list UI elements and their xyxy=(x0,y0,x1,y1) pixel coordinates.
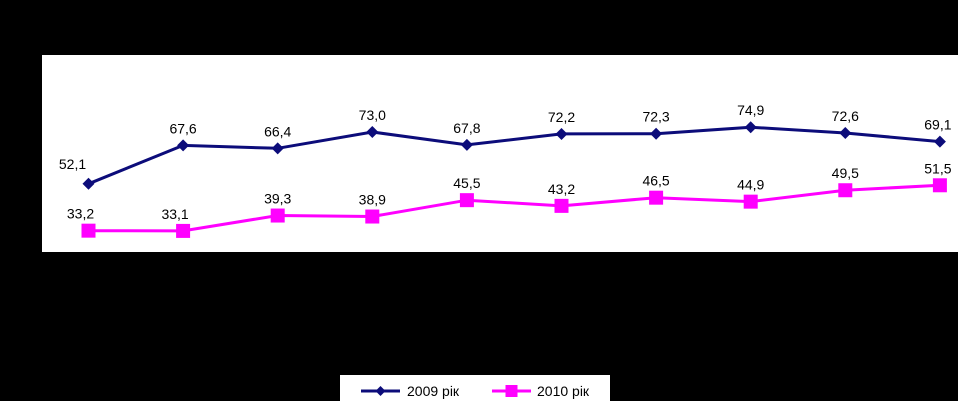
data-label: 72,3 xyxy=(642,109,669,125)
legend-label-2010: 2010 рік xyxy=(537,383,590,399)
legend-item-2009: 2009 рік xyxy=(361,383,460,399)
data-label: 44,9 xyxy=(737,177,764,193)
legend-box xyxy=(340,375,610,401)
data-label: 38,9 xyxy=(359,192,386,208)
data-label: 69,1 xyxy=(924,117,951,133)
data-label: 39,3 xyxy=(264,191,291,207)
data-point xyxy=(554,198,569,213)
legend-marker-2010 xyxy=(505,385,518,397)
data-point xyxy=(366,125,379,138)
series-line-1 xyxy=(88,183,940,233)
legend: 2009 рік 2010 рік xyxy=(340,375,610,401)
data-label: 67,6 xyxy=(169,120,196,136)
data-label: 74,9 xyxy=(737,102,764,118)
data-point xyxy=(270,208,285,223)
data-point xyxy=(271,142,284,155)
data-point xyxy=(839,126,852,139)
series-0: 52,1 67,6 66,4 73,0 67,8 72,2 72,3 74,9 72,6 69,1 xyxy=(59,102,952,190)
legend-label-2009: 2009 рік xyxy=(407,383,460,399)
data-point xyxy=(81,223,96,238)
data-label: 66,4 xyxy=(264,123,291,139)
data-point xyxy=(555,127,568,140)
data-point xyxy=(838,183,853,198)
data-label: 51,5 xyxy=(924,160,951,176)
data-label: 73,0 xyxy=(359,107,386,123)
plot-area xyxy=(42,55,958,252)
data-label: 33,2 xyxy=(67,206,94,222)
data-label: 67,8 xyxy=(453,120,480,136)
series-layer: 52,1 67,6 66,4 73,0 67,8 72,2 72,3 74,9 72,6 69,1… xyxy=(59,102,952,238)
data-label: 43,2 xyxy=(548,181,575,197)
data-point xyxy=(743,194,758,209)
data-point xyxy=(933,135,946,148)
data-label: 72,6 xyxy=(832,108,859,124)
series-1: 33,2 33,1 39,3 38,9 45,5 43,2 46,5 44,9 49,5 51,5 xyxy=(67,160,952,238)
data-point xyxy=(177,139,190,152)
data-point xyxy=(460,138,473,151)
data-label: 45,5 xyxy=(453,175,480,191)
series-line-0 xyxy=(87,125,941,186)
data-point xyxy=(649,190,664,205)
data-point xyxy=(932,178,947,193)
data-label: 72,2 xyxy=(548,109,575,125)
data-point xyxy=(176,223,191,238)
data-label: 49,5 xyxy=(832,165,859,181)
data-point xyxy=(459,193,474,208)
data-point xyxy=(650,127,663,140)
legend-marker-2009 xyxy=(375,386,386,396)
data-label: 52,1 xyxy=(59,156,86,172)
data-label: 33,1 xyxy=(161,206,188,222)
data-point xyxy=(82,177,95,190)
legend-item-2010: 2010 рік xyxy=(492,383,590,399)
data-label: 46,5 xyxy=(642,173,669,189)
data-point xyxy=(744,121,757,134)
data-point xyxy=(365,209,380,224)
